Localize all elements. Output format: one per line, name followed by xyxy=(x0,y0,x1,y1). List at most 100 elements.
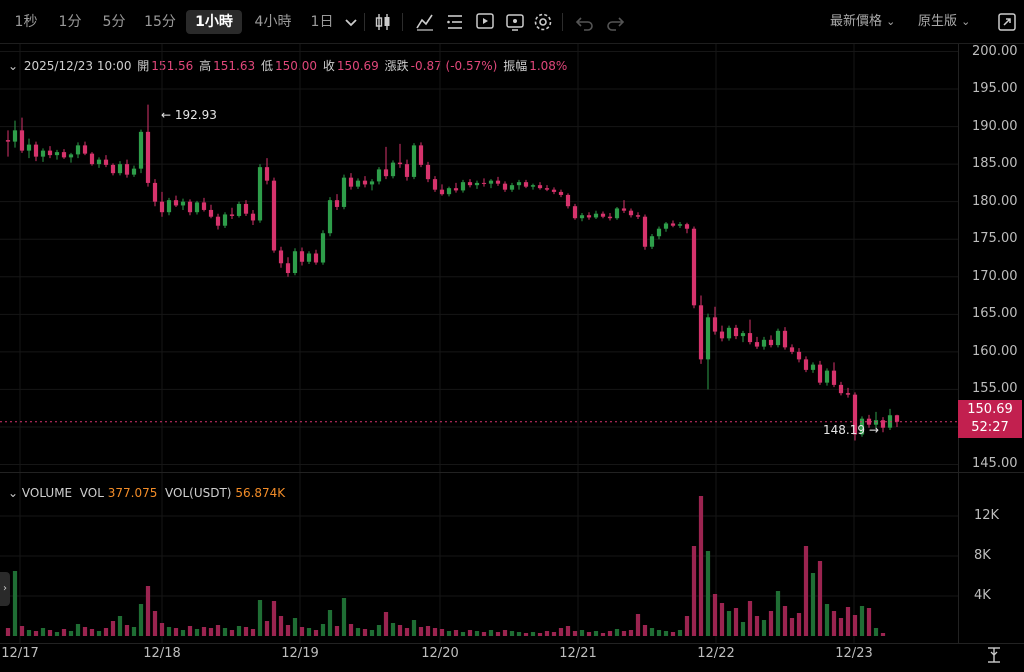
candle xyxy=(40,148,46,162)
candle xyxy=(502,181,508,192)
candle-body xyxy=(544,188,550,190)
candle xyxy=(47,146,53,159)
volume-bar xyxy=(96,631,102,636)
candle-body xyxy=(187,201,193,213)
chart-style-selector[interactable]: 原生版 ⌄ xyxy=(918,10,970,34)
candle xyxy=(789,344,795,355)
drawing-list-icon[interactable] xyxy=(444,11,466,33)
low-value: 150.00 xyxy=(274,59,317,73)
volume-bar xyxy=(383,612,389,636)
candle-body xyxy=(642,216,648,247)
candle xyxy=(663,221,669,232)
volume-bar xyxy=(544,631,550,636)
gear-icon[interactable] xyxy=(532,11,554,33)
current-price-tag: 150.69 52:27 xyxy=(958,400,1022,438)
candle-body xyxy=(726,327,732,339)
collapse-chevron-icon[interactable]: ⌄ xyxy=(8,59,19,73)
candle-body xyxy=(873,420,879,425)
candle xyxy=(131,165,137,177)
date-tick-label: 12/18 xyxy=(143,646,181,661)
candle xyxy=(236,201,242,218)
candle-body xyxy=(551,189,557,192)
candle xyxy=(229,207,235,219)
volume-bar xyxy=(131,627,137,636)
candle-body xyxy=(236,203,242,216)
candle xyxy=(334,194,340,210)
candle xyxy=(68,152,74,163)
indicators-icon[interactable] xyxy=(414,11,436,33)
timeframe-1d[interactable]: 1日 xyxy=(310,14,334,30)
candle xyxy=(831,362,837,388)
candle xyxy=(173,195,179,207)
candle-body xyxy=(299,251,305,262)
price-type-selector[interactable]: 最新價格 ⌄ xyxy=(830,10,895,34)
timeframe-15m[interactable]: 15分 xyxy=(144,14,176,30)
candle xyxy=(411,143,417,180)
date-tick-label: 12/20 xyxy=(421,646,459,661)
volume-bar xyxy=(810,573,816,636)
volume-bar xyxy=(621,631,627,636)
candle xyxy=(775,328,781,348)
candle-body xyxy=(600,213,606,217)
timeframe-5m[interactable]: 5分 xyxy=(102,14,126,30)
candle xyxy=(530,183,536,190)
volume-bar xyxy=(26,630,32,636)
price-tick-label: 185.00 xyxy=(972,156,1018,172)
date-tick-label: 12/21 xyxy=(559,646,597,661)
volume-bar xyxy=(411,620,417,636)
change-label: 漲跌 xyxy=(384,59,409,73)
candle xyxy=(271,177,277,253)
volume-bar xyxy=(278,616,284,636)
price-tick-label: 195.00 xyxy=(972,81,1018,97)
candlestick-type-icon[interactable] xyxy=(372,11,394,33)
candle xyxy=(852,392,858,441)
volume-bar xyxy=(670,632,676,636)
timeframe-1s[interactable]: 1秒 xyxy=(14,14,38,30)
candle xyxy=(12,120,18,148)
candle xyxy=(572,203,578,220)
timeframe-4h[interactable]: 4小時 xyxy=(254,14,292,30)
fullscreen-icon[interactable] xyxy=(996,11,1018,33)
candle xyxy=(103,155,109,168)
candle-body xyxy=(698,305,704,360)
candle xyxy=(481,178,487,187)
collapse-chevron-icon[interactable]: ⌄ xyxy=(8,486,19,500)
candle xyxy=(719,325,725,342)
volume-bar xyxy=(761,620,767,636)
volume-bar xyxy=(880,633,886,636)
chevron-down-icon[interactable] xyxy=(340,11,362,33)
undo-icon[interactable] xyxy=(574,11,596,33)
candle xyxy=(677,221,683,228)
volume-bar xyxy=(852,615,858,636)
replay-icon[interactable] xyxy=(474,11,496,33)
volume-bar xyxy=(838,618,844,636)
candle-body xyxy=(110,164,116,174)
candle-body xyxy=(635,215,641,217)
volume-bar xyxy=(341,598,347,636)
volume-bar xyxy=(250,629,256,636)
high-annotation: ← 192.93 xyxy=(161,108,217,122)
candle xyxy=(607,212,613,221)
timeframe-1m[interactable]: 1分 xyxy=(58,14,82,30)
volume-bar xyxy=(537,633,543,636)
candle-body xyxy=(201,202,207,210)
volume-title: VOLUME xyxy=(21,486,73,500)
candle-body xyxy=(509,185,515,190)
candle xyxy=(138,129,144,174)
volume-bar xyxy=(579,630,585,636)
redo-icon[interactable] xyxy=(604,11,626,33)
volume-bar xyxy=(439,629,445,636)
expand-panel-button[interactable]: › xyxy=(0,572,10,606)
alert-icon[interactable] xyxy=(504,11,526,33)
candle-body xyxy=(306,253,312,262)
timeframe-1h[interactable]: 1小時 xyxy=(186,10,242,34)
time-axis-settings-icon[interactable] xyxy=(986,646,1002,664)
candle xyxy=(698,295,704,364)
candle-body xyxy=(495,180,501,184)
volume-bar xyxy=(124,625,130,636)
candle-body xyxy=(656,228,662,237)
candle-body xyxy=(740,333,746,337)
candle-body xyxy=(516,182,522,186)
candlestick-chart[interactable] xyxy=(0,44,958,644)
volume-bar xyxy=(257,600,263,636)
